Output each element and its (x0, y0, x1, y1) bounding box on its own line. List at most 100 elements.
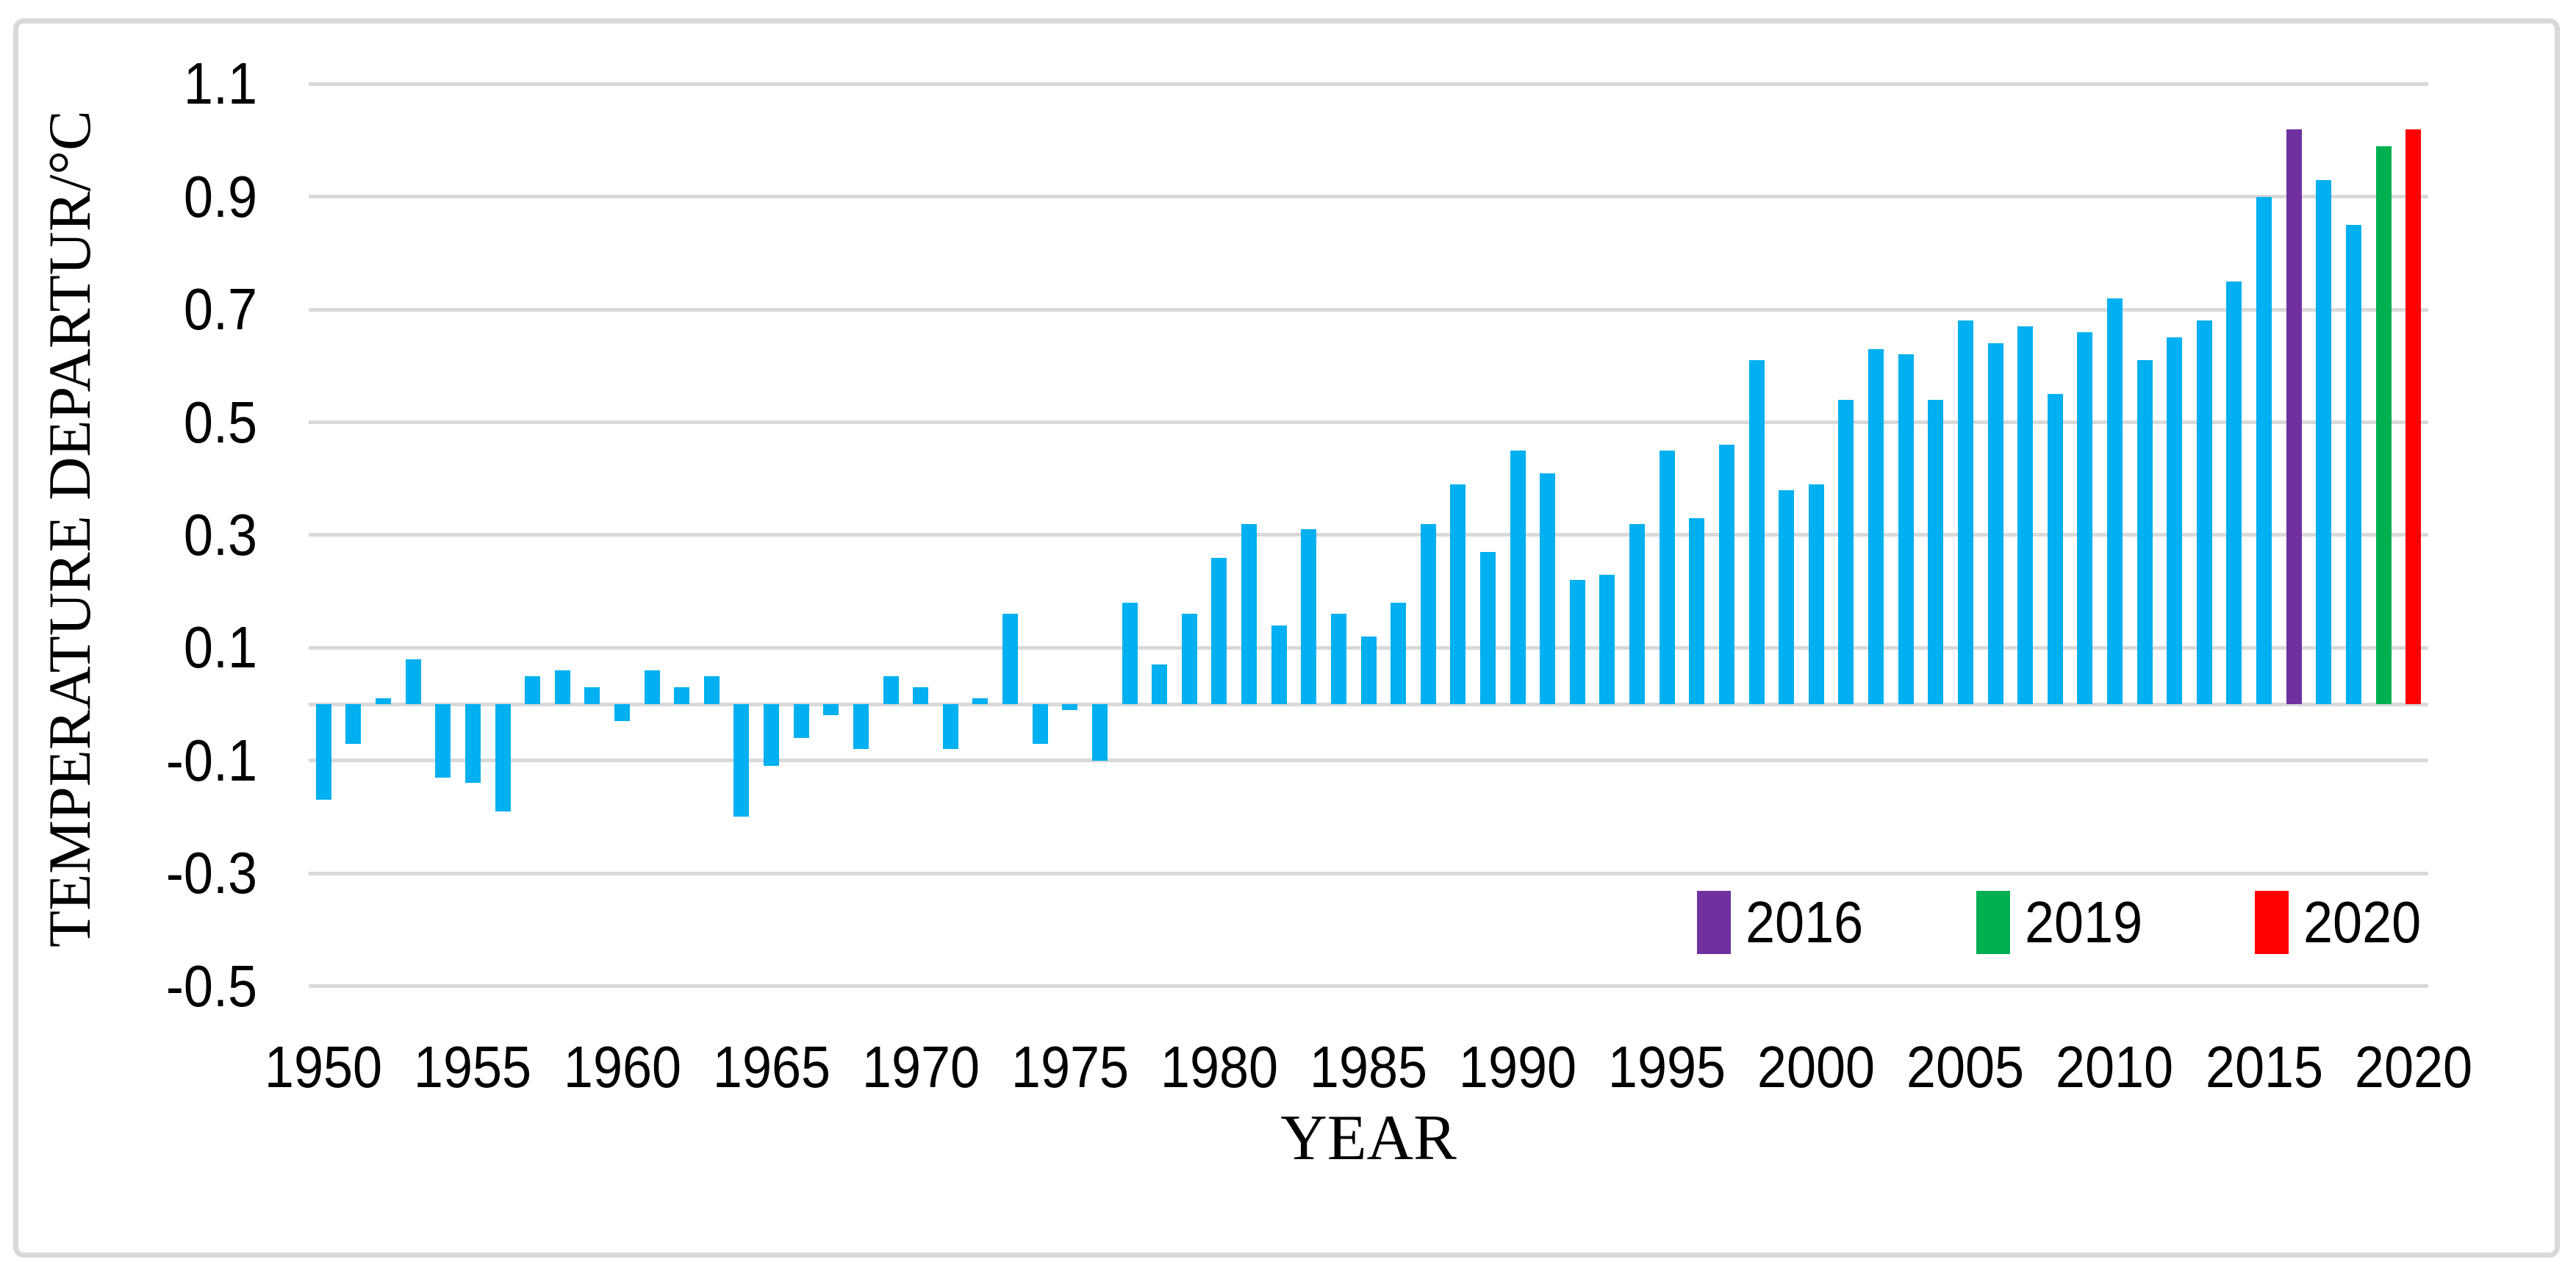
bar-1953 (405, 659, 421, 704)
bar-1964 (733, 704, 750, 817)
bar-2018 (2345, 225, 2361, 704)
bar-1983 (1301, 529, 1317, 704)
y-tick-label: -0.3 (165, 840, 257, 906)
bar-2016 (2286, 129, 2302, 704)
bar-1986 (1391, 602, 1407, 704)
x-tick-label: 1950 (265, 1034, 383, 1100)
bar-1993 (1599, 574, 1615, 704)
bar-1990 (1510, 450, 1526, 704)
x-tick-label: 2005 (1906, 1034, 2025, 1100)
bar-1970 (913, 687, 929, 704)
bar-1968 (853, 704, 869, 750)
bar-2003 (1898, 354, 1914, 704)
bar-1966 (793, 704, 809, 739)
bar-1973 (1002, 614, 1019, 704)
bar-1975 (1062, 704, 1078, 710)
y-tick-label: 0.3 (183, 501, 257, 567)
y-tick-label: 0.7 (183, 276, 257, 343)
x-axis-title: YEAR (1280, 1103, 1457, 1174)
x-tick-label: 1955 (414, 1034, 532, 1100)
bar-2009 (2077, 331, 2093, 704)
gridline (309, 82, 2428, 86)
gridline (309, 871, 2428, 875)
bar-2005 (1957, 320, 1973, 704)
y-tick-label: 0.5 (183, 389, 257, 455)
bar-1978 (1152, 664, 1168, 704)
bar-1997 (1718, 445, 1734, 704)
bar-1971 (942, 704, 958, 750)
bar-2001 (1838, 399, 1854, 704)
bar-1985 (1360, 636, 1377, 704)
gridline (309, 307, 2428, 312)
bar-1994 (1629, 523, 1646, 704)
y-tick-label: 0.9 (183, 163, 257, 229)
bar-1950 (315, 704, 331, 800)
x-tick-label: 2015 (2205, 1034, 2323, 1100)
x-tick-label: 1965 (712, 1034, 830, 1100)
x-tick-label: 2020 (2354, 1034, 2472, 1100)
bar-1967 (823, 704, 839, 716)
x-tick-label: 1980 (1160, 1034, 1278, 1100)
bar-1989 (1479, 551, 1496, 704)
bar-2006 (1987, 343, 2003, 704)
bar-1996 (1689, 517, 1705, 704)
bar-1957 (525, 675, 541, 704)
y-tick-label: -0.5 (165, 953, 257, 1019)
axis-zero-line (309, 702, 2428, 706)
bar-1980 (1211, 557, 1227, 704)
x-tick-label: 1985 (1309, 1034, 1428, 1100)
bar-2014 (2226, 281, 2242, 704)
bar-1956 (495, 704, 511, 811)
bar-1962 (674, 687, 690, 704)
bar-2000 (1808, 484, 1824, 704)
bar-1981 (1241, 523, 1257, 704)
x-tick-label: 1975 (1011, 1034, 1129, 1100)
bar-2015 (2256, 196, 2272, 704)
bar-1972 (972, 698, 989, 704)
bar-2012 (2167, 337, 2183, 704)
bar-1958 (554, 670, 570, 704)
gridline (309, 195, 2428, 199)
bar-1984 (1330, 614, 1346, 704)
gridline (309, 759, 2428, 763)
bar-2020 (2405, 129, 2422, 704)
bar-1969 (883, 675, 899, 704)
x-tick-label: 2010 (2056, 1034, 2174, 1100)
bar-2017 (2316, 179, 2332, 704)
bar-1960 (614, 704, 630, 721)
bar-1991 (1540, 473, 1556, 704)
bar-1977 (1122, 602, 1138, 704)
bar-1955 (464, 704, 481, 784)
bar-1974 (1032, 704, 1048, 744)
bar-2008 (2047, 394, 2063, 704)
bar-1959 (584, 687, 600, 704)
bar-2007 (2017, 326, 2034, 704)
bar-1992 (1569, 580, 1585, 704)
y-tick-label: 1.1 (183, 51, 257, 117)
bar-1999 (1779, 490, 1795, 704)
gridline (309, 533, 2428, 537)
bar-2019 (2375, 146, 2392, 704)
figure-border (13, 18, 2560, 1258)
bar-1963 (703, 675, 720, 704)
x-tick-label: 1990 (1459, 1034, 1577, 1100)
x-tick-label: 1995 (1608, 1034, 1726, 1100)
bar-1976 (1091, 704, 1108, 761)
bar-1998 (1748, 360, 1765, 704)
bar-1979 (1181, 614, 1197, 704)
gridline (309, 420, 2428, 424)
bar-2011 (2136, 360, 2153, 704)
gridline (309, 984, 2428, 988)
bar-2002 (1868, 348, 1884, 704)
bar-1982 (1271, 625, 1287, 704)
x-tick-label: 1960 (563, 1034, 681, 1100)
bar-2004 (1928, 399, 1944, 704)
bar-1954 (435, 704, 451, 778)
bar-1988 (1450, 484, 1466, 704)
bar-1952 (376, 698, 392, 704)
bar-2010 (2106, 298, 2123, 704)
